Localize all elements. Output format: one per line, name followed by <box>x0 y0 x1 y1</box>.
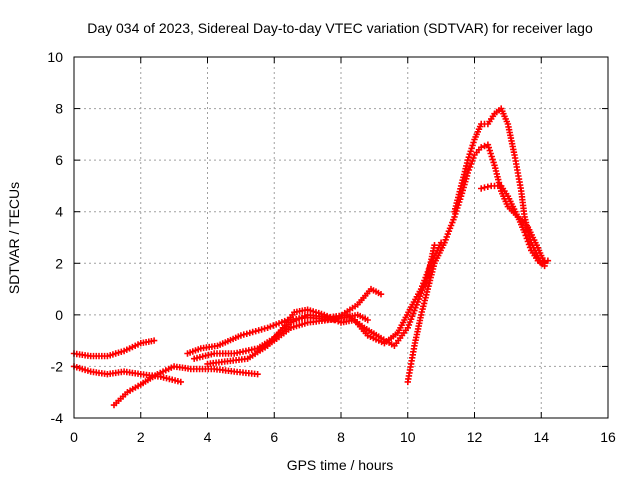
marker-trail <box>254 311 371 355</box>
series-track-1 <box>70 337 158 360</box>
y-tick-label: 8 <box>55 101 63 117</box>
series-track-2 <box>70 363 184 386</box>
x-axis-label: GPS time / hours <box>287 457 394 473</box>
marker-trail <box>404 141 548 386</box>
x-tick-label: 2 <box>137 429 145 445</box>
series-track-8 <box>404 141 548 386</box>
y-tick-label: -2 <box>51 358 64 374</box>
data-series <box>70 105 552 409</box>
marker-trail <box>204 239 445 368</box>
marker-trail <box>110 363 261 409</box>
chart-title: Day 034 of 2023, Sidereal Day-to-day VTE… <box>87 20 593 36</box>
x-tick-label: 14 <box>533 429 549 445</box>
x-tick-label: 0 <box>70 429 78 445</box>
x-tick-label: 4 <box>204 429 212 445</box>
y-axis-label: SDTVAR / TECUs <box>6 182 22 294</box>
x-tick-label: 12 <box>467 429 483 445</box>
y-tick-label: 2 <box>55 255 63 271</box>
x-tick-label: 8 <box>337 429 345 445</box>
marker-trail <box>451 105 552 267</box>
plot-frame <box>73 56 609 419</box>
series-track-6 <box>204 239 445 368</box>
x-tick-label: 6 <box>270 429 278 445</box>
y-tick-label: -4 <box>51 410 64 426</box>
series-track-7 <box>254 311 371 355</box>
marker-trail <box>70 337 158 360</box>
tick-labels: 0 2 4 6 8 10 12 14 16 -4 -2 0 2 4 6 8 10 <box>47 49 616 445</box>
x-tick-label: 10 <box>400 429 416 445</box>
y-tick-label: 10 <box>47 49 63 65</box>
series-track-10 <box>478 182 548 270</box>
series-track-3 <box>110 363 261 409</box>
y-tick-label: 4 <box>55 204 63 220</box>
grid <box>73 56 609 419</box>
x-tick-label: 16 <box>600 429 616 445</box>
series-track-9 <box>451 105 552 267</box>
y-tick-label: 6 <box>55 152 63 168</box>
marker-trail <box>70 363 184 386</box>
y-tick-label: 0 <box>55 307 63 323</box>
marker-trail <box>478 182 548 270</box>
